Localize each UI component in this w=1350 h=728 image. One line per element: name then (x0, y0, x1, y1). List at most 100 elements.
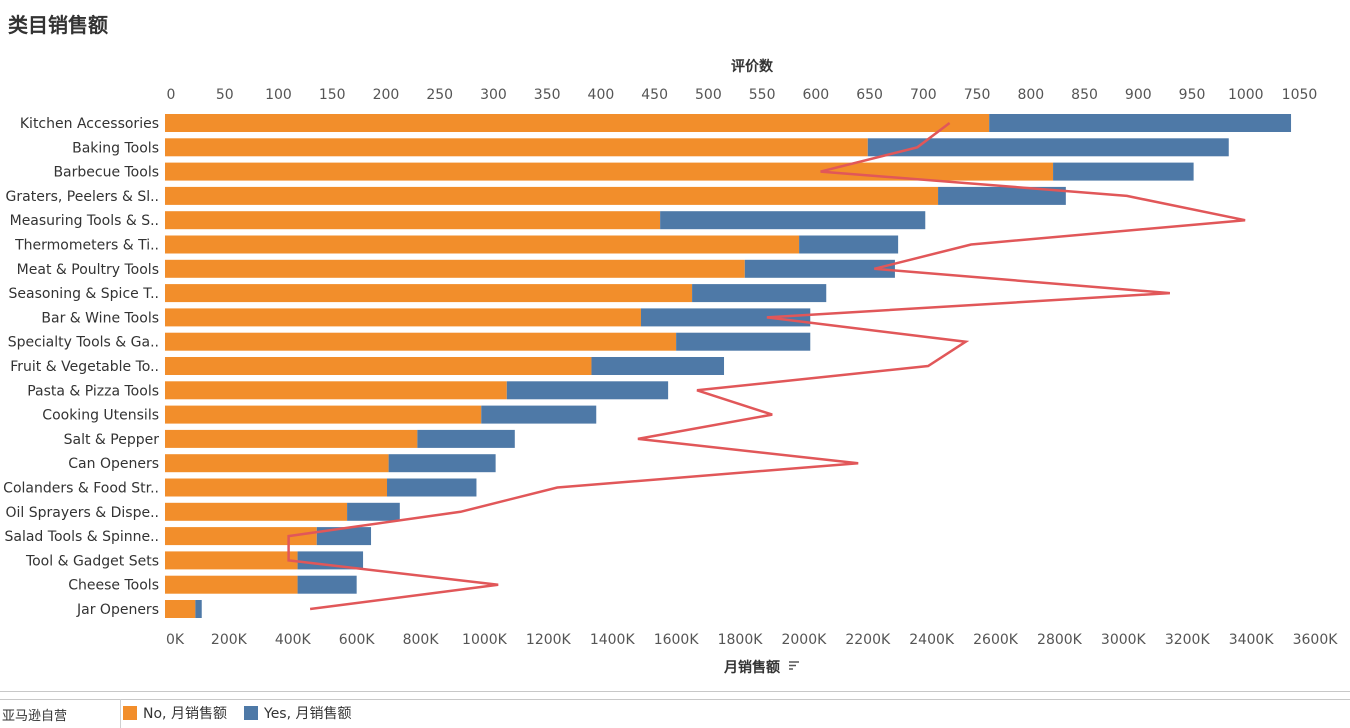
bar-segment-yes (938, 186, 1066, 205)
bottom-axis-tick-label: 1600K (654, 632, 700, 648)
legend-item-yes[interactable]: Yes, 月销售额 (244, 703, 352, 723)
top-axis-tick-label: 300 (480, 87, 507, 103)
bottom-axis-tick-label: 400K (275, 632, 312, 648)
legend-divider (120, 699, 121, 728)
bar-segment-no (165, 502, 348, 521)
category-label: Bar & Wine Tools (41, 310, 159, 326)
bottom-axis-tick-label: 0K (166, 632, 185, 648)
top-axis-tick-label: 700 (910, 87, 937, 103)
page-title: 类目销售额 (8, 13, 108, 37)
legend-label-yes: Yes, 月销售额 (264, 706, 352, 722)
top-axis-title: 评价数 (731, 58, 774, 75)
bottom-axis-tick-label: 800K (403, 632, 440, 648)
bottom-axis-tick-label: 1800K (718, 632, 764, 648)
category-label: Salt & Pepper (64, 432, 160, 448)
category-label: Meat & Poultry Tools (17, 262, 159, 278)
bar-segment-yes (867, 138, 1229, 157)
bar-segment-yes (481, 405, 597, 424)
category-label: Barbecue Tools (53, 165, 159, 181)
category-label: Tool & Gadget Sets (25, 553, 159, 569)
legend-label-no: No, 月销售额 (143, 706, 227, 722)
category-label: Measuring Tools & S.. (10, 213, 159, 229)
top-axis-tick-label: 50 (216, 87, 234, 103)
bar-segment-yes (692, 284, 827, 303)
top-axis-tick-label: 450 (641, 87, 668, 103)
bar-segment-no (165, 478, 388, 497)
bar-segment-yes (744, 259, 895, 278)
bar-segment-yes (591, 357, 725, 375)
bar-segment-no (165, 138, 868, 157)
bar-segment-no (165, 405, 482, 424)
bottom-axis-tick-label: 1400K (590, 632, 636, 648)
bottom-axis-tick-label: 3600K (1293, 632, 1339, 648)
category-label: Oil Sprayers & Dispe.. (6, 505, 160, 521)
top-axis-tick-label: 350 (534, 87, 561, 103)
bar-segment-no (165, 308, 641, 327)
bar-segment-no (165, 162, 1054, 181)
bar-segment-yes (640, 308, 811, 327)
legend-swatch-no (123, 706, 137, 720)
review-count-line (287, 122, 1246, 611)
bottom-axis-tick-label: 2600K (973, 632, 1019, 648)
legend-item-no[interactable]: No, 月销售额 (123, 703, 227, 723)
category-label: Pasta & Pizza Tools (27, 383, 159, 399)
top-axis-tick-label: 600 (802, 87, 829, 103)
bottom-axis-tick-label: 2400K (909, 632, 955, 648)
divider (0, 691, 1350, 692)
top-axis-tick-label: 150 (319, 87, 346, 103)
bar-segment-yes (347, 502, 400, 521)
bar-segment-no (165, 259, 745, 278)
bottom-axis-title: 月销售额 (723, 659, 780, 676)
bar-segment-no (165, 211, 661, 230)
bar-segment-no (165, 429, 418, 448)
category-label: Cooking Utensils (42, 408, 159, 424)
legend: 亚马逊自营 No, 月销售额 Yes, 月销售额 (0, 699, 1350, 728)
top-axis-tick-label: 900 (1125, 87, 1152, 103)
category-label: Graters, Peelers & Sl.. (6, 189, 159, 205)
category-label: Baking Tools (72, 140, 159, 156)
bottom-axis-tick-label: 1200K (526, 632, 572, 648)
bar-segment-no (165, 357, 592, 375)
bottom-axis-tick-label: 2800K (1037, 632, 1083, 648)
bar-segment-yes (989, 114, 1292, 132)
bottom-axis-tick-label: 2000K (781, 632, 827, 648)
bar-segment-no (165, 186, 939, 205)
top-axis-tick-label: 250 (426, 87, 453, 103)
category-label: Colanders & Food Str.. (3, 481, 159, 497)
category-label: Salad Tools & Spinne.. (5, 529, 160, 545)
category-label: Fruit & Vegetable To.. (10, 359, 159, 375)
top-axis-tick-label: 100 (265, 87, 292, 103)
divider (0, 699, 1350, 700)
category-label: Thermometers & Ti.. (14, 238, 159, 254)
top-axis-tick-label: 0 (167, 87, 176, 103)
top-axis-tick-label: 650 (856, 87, 883, 103)
top-axis-tick-label: 750 (964, 87, 991, 103)
bar-segment-no (165, 600, 196, 618)
bottom-axis-tick-label: 200K (211, 632, 248, 648)
bar-segment-yes (506, 381, 669, 400)
legend-field-label: 亚马逊自营 (2, 709, 68, 724)
bar-segment-no (165, 235, 800, 254)
category-label: Cheese Tools (68, 578, 159, 594)
bar-segment-yes (388, 454, 496, 473)
bottom-axis-tick-label: 3000K (1101, 632, 1147, 648)
category-label: Specialty Tools & Ga.. (8, 335, 159, 351)
bar-segment-yes (387, 478, 477, 497)
top-axis-tick-label: 950 (1179, 87, 1206, 103)
category-sales-chart: 评价数 0 50 100 150 200 250 300 350 400 450 500 550 600 6… (3, 58, 1339, 676)
bar-segment-no (165, 575, 298, 594)
top-axis-tick-label: 200 (373, 87, 400, 103)
bar-segment-no (165, 527, 317, 546)
bar-segment-yes (195, 600, 202, 618)
bottom-axis-tick-label: 3400K (1229, 632, 1275, 648)
bar-segment-yes (297, 551, 364, 570)
legend-swatch-yes (244, 706, 258, 720)
category-label: Can Openers (68, 456, 159, 472)
bar-segment-no (165, 381, 507, 400)
top-axis-tick-label: 1050 (1282, 87, 1318, 103)
bar-segment-no (165, 332, 677, 351)
bottom-axis-tick-label: 2200K (845, 632, 891, 648)
bar-segment-no (165, 551, 298, 570)
top-axis-tick-label: 400 (588, 87, 615, 103)
bar-segment-yes (660, 211, 926, 230)
